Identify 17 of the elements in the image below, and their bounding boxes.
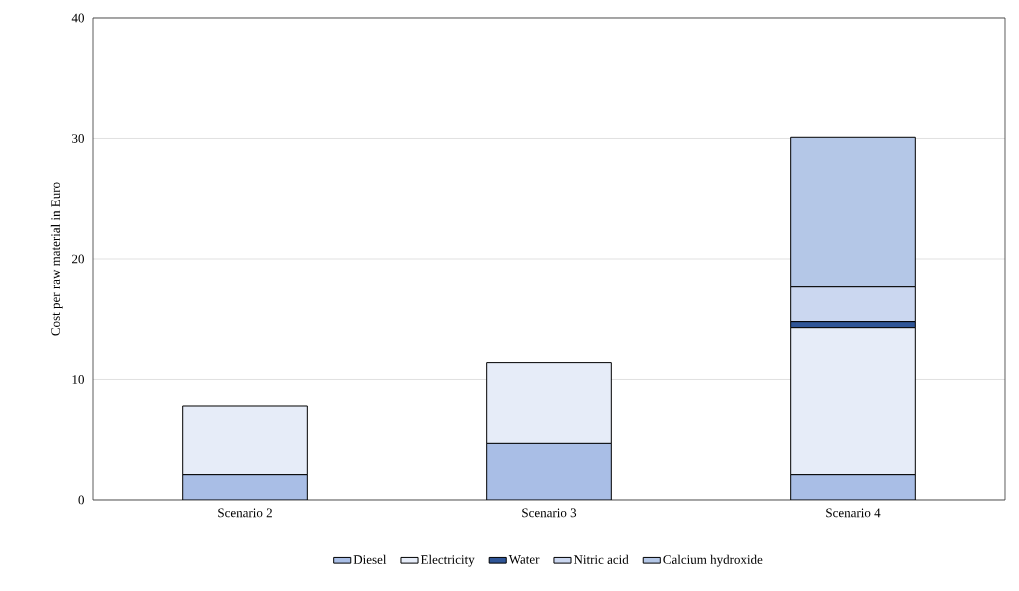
y-axis-title: Cost per raw material in Euro (50, 182, 63, 336)
y-tick-label: 20 (72, 254, 84, 264)
bar (486, 442, 612, 500)
legend-label: Water (508, 555, 540, 564)
bar (790, 474, 916, 500)
y-tick-label: 40 (71, 13, 84, 23)
y-tick-label: 10 (72, 375, 84, 384)
y-tick-label: 30 (72, 134, 84, 143)
legend-label: Calcium hydroxide (663, 554, 763, 567)
bar (182, 474, 308, 500)
x-tick-label: Scenario 2 (218, 508, 272, 518)
x-tick-label: Scenario 4 (826, 508, 881, 518)
legend-label: Diesel (353, 554, 387, 564)
y-tick-label: 0 (78, 495, 84, 505)
legend-label: Electricity (420, 554, 475, 567)
x-tick-label: Scenario 3 (522, 508, 577, 518)
legend-label: Nitric acid (573, 554, 629, 564)
